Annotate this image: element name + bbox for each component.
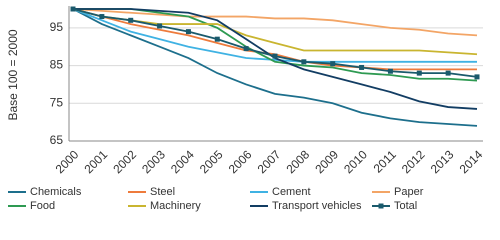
legend-label: Paper	[394, 186, 424, 198]
point-marker	[416, 70, 422, 76]
legend-label: Chemicals	[30, 186, 82, 198]
legend-item: Chemicals	[8, 186, 82, 198]
x-tick-label: 2002	[110, 147, 139, 176]
x-tick-label: 2012	[399, 147, 428, 176]
x-tick-label: 2008	[283, 147, 312, 176]
x-tick-label: 2004	[168, 147, 197, 176]
x-tick-label: 2005	[197, 147, 226, 176]
x-tick-label: 2009	[312, 147, 341, 176]
x-tick-label: 2000	[53, 147, 82, 176]
point-marker	[70, 6, 76, 12]
legend-label: Total	[394, 200, 417, 212]
chart: Base 100 = 2000 65 75 85 95 2000 2001 2002 2003…	[6, 6, 486, 212]
x-tick-label: 2006	[226, 147, 255, 176]
legend-item: Machinery	[128, 200, 201, 212]
series-line	[72, 8, 478, 37]
legend-label: Transport vehicles	[272, 200, 362, 212]
point-marker	[185, 29, 191, 35]
legend-item: Paper	[372, 186, 424, 198]
legend-label: Machinery	[150, 200, 201, 212]
point-marker	[272, 53, 278, 59]
legend-item: Total	[372, 200, 417, 212]
series-line	[72, 8, 478, 127]
x-tick-label: 2013	[428, 147, 457, 176]
point-marker	[330, 61, 336, 67]
point-marker	[99, 14, 105, 20]
legend: Chemicals Steel Cement Paper Food Machinery Tr…	[8, 186, 424, 212]
legend-label: Steel	[150, 186, 175, 198]
y-axis-label: Base 100 = 2000	[6, 29, 20, 120]
point-marker	[359, 64, 365, 70]
y-tick-label: 65	[50, 133, 64, 147]
x-tick-label: 2010	[341, 147, 370, 176]
legend-label: Food	[30, 200, 55, 212]
series-line	[72, 8, 477, 63]
point-marker	[157, 23, 163, 29]
x-tick-label: 2011	[371, 147, 399, 175]
legend-item: Cement	[250, 186, 311, 198]
x-tick-label: 2003	[139, 147, 168, 176]
y-tick-label: 75	[50, 95, 64, 109]
point-marker	[301, 59, 307, 65]
point-marker	[128, 17, 134, 23]
y-tick-label: 85	[50, 58, 64, 72]
legend-marker	[378, 203, 384, 209]
y-tick-label: 95	[50, 20, 64, 34]
point-marker	[214, 36, 220, 42]
legend-item: Steel	[128, 186, 175, 198]
point-marker	[474, 74, 480, 80]
point-marker	[387, 68, 393, 74]
x-tick-label: 2014	[457, 147, 486, 176]
legend-item: Food	[8, 200, 55, 212]
point-marker	[445, 70, 451, 76]
x-tick-label: 2001	[81, 147, 110, 176]
legend-label: Cement	[272, 186, 311, 198]
legend-item: Transport vehicles	[250, 200, 362, 212]
x-tick-label: 2007	[255, 147, 284, 176]
point-marker	[243, 46, 249, 52]
